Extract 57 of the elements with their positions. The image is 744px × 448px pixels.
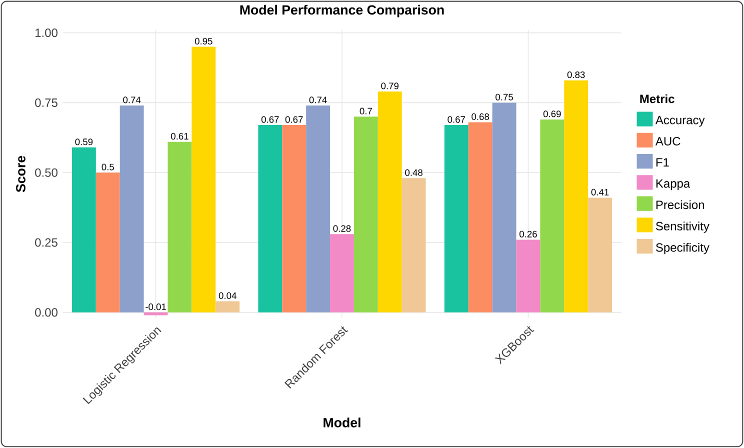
bar [216,301,240,312]
y-axis-title: Score [16,156,26,192]
data-label: 0.28 [333,225,351,232]
data-label: 0.69 [543,110,561,118]
legend-label: Accuracy [655,116,705,127]
bar [168,142,192,312]
data-label: 0.61 [170,132,188,140]
y-tick-label: 0.75 [35,98,58,107]
data-label: 0.67 [261,116,279,123]
data-label: 0.26 [519,230,537,238]
data-label: 0.04 [218,292,236,299]
bar [192,46,216,312]
data-label: 0.59 [75,138,93,146]
bar [282,125,306,312]
y-tick-label: 0.25 [35,238,58,247]
data-label: 0.95 [194,38,212,44]
data-label: 0.5 [102,164,114,170]
bar [402,178,426,312]
legend-title: Metric [640,94,674,104]
legend-label: F1 [656,158,669,166]
bar [540,119,564,312]
data-label: 0.68 [472,113,490,120]
legend-label: Sensitivity [656,222,710,233]
bar [96,172,120,312]
data-label: 0.67 [448,116,466,123]
bar [564,80,588,312]
bar [444,125,468,312]
legend-label: Specificity [656,242,710,254]
data-label: 0.75 [496,94,513,100]
data-label: 0.7 [360,108,372,114]
bar [468,122,492,312]
data-label: -0.01 [146,304,166,310]
legend-label: Kappa [656,179,690,190]
x-axis-title: Model [324,418,360,428]
bar [492,102,516,312]
y-tick-label: 0.00 [35,308,58,317]
bar [306,105,330,312]
bar [258,125,282,312]
bar [354,116,378,312]
legend-label: Precision [656,200,704,210]
legend-label: AUC [655,136,680,146]
bar [588,198,612,312]
bar [72,147,96,312]
y-tick-label: 0.50 [35,168,58,177]
bar [516,240,540,312]
data-label: 0.74 [309,96,327,104]
data-label: 0.79 [381,82,399,90]
bar [378,92,402,312]
data-label: 0.41 [591,188,609,196]
chart-title: Model Performance Comparison [240,4,444,18]
data-label: 0.48 [405,169,423,176]
y-tick-label: 1.00 [36,28,58,38]
data-label: 0.67 [285,116,303,123]
bar [120,105,144,312]
data-label: 0.83 [567,71,585,78]
data-label: 0.74 [123,96,141,104]
bar [330,234,354,312]
